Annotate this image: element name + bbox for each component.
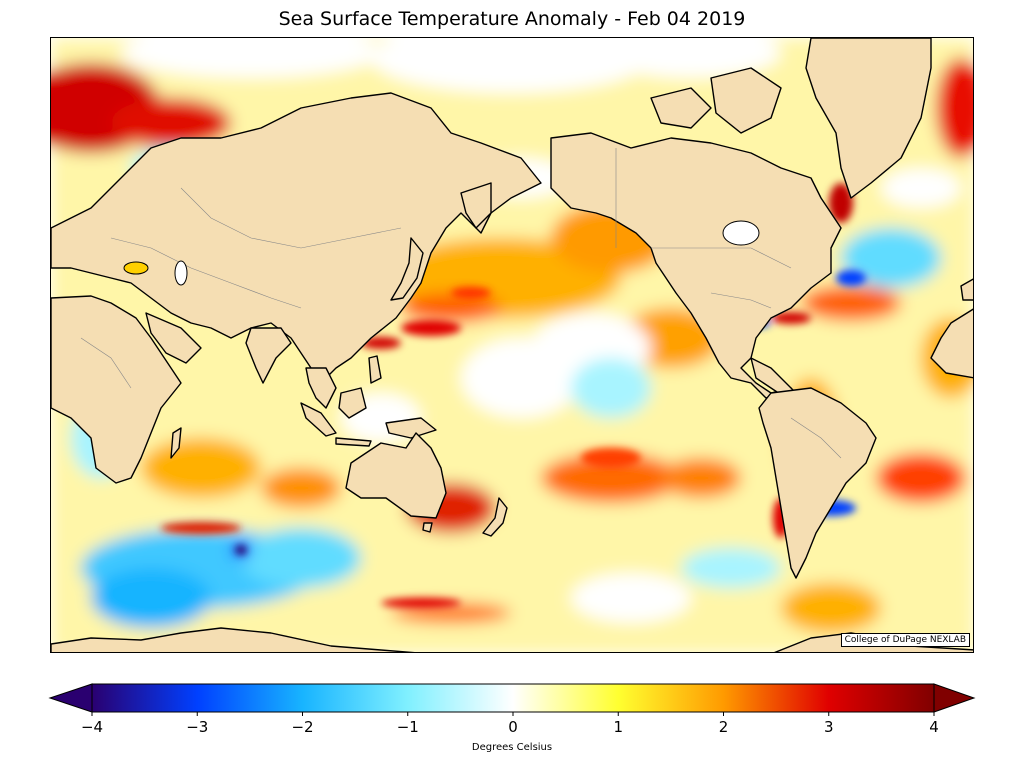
colorbar-tick-label: −2 (291, 718, 314, 736)
tasmania (422, 522, 433, 533)
north-america (550, 132, 842, 399)
credit-label: College of DuPage NEXLAB (840, 633, 970, 647)
west-africa-right (930, 308, 973, 379)
madagascar (170, 427, 182, 459)
colorbar-tick-label: 1 (613, 718, 624, 736)
map-canvas (51, 38, 973, 652)
svalbard-ish (650, 87, 712, 129)
arabia (145, 312, 202, 364)
sst-anomaly-map: College of DuPage NEXLAB (50, 37, 974, 653)
country-borders (80, 148, 842, 459)
new-guinea (385, 417, 437, 439)
colorbar-tick-label: 3 (823, 718, 834, 736)
inland-seas (123, 220, 760, 286)
land (51, 38, 973, 652)
iberia-right (960, 278, 973, 301)
colorbar-label: Degrees Celsius (471, 742, 553, 753)
africa (51, 295, 182, 484)
philippines (368, 355, 382, 384)
kamchatka (460, 182, 492, 229)
colorbar-right-extension (933, 683, 976, 713)
japan (390, 237, 424, 301)
colorbar-tick-label: 2 (718, 718, 729, 736)
colorbar (48, 683, 976, 716)
eurasia (51, 92, 542, 384)
java (335, 437, 372, 447)
colorbar-tick-label: −4 (80, 718, 104, 736)
map-title: Sea Surface Temperature Anomaly - Feb 04… (278, 8, 746, 30)
colorbar-tick-label: −3 (186, 718, 209, 736)
borneo (338, 387, 367, 419)
baffin (710, 67, 782, 134)
south-america (758, 387, 877, 579)
colorbar-tick-label: 0 (508, 718, 518, 736)
india (245, 327, 292, 384)
new-zealand (482, 497, 508, 537)
antarctica (51, 627, 415, 652)
sumatra (300, 402, 337, 437)
colorbar-left-extension (48, 683, 93, 713)
indochina (305, 367, 337, 409)
colorbar-tick-label: −1 (396, 718, 419, 736)
colorbar-gradient (91, 683, 935, 713)
greenland (805, 38, 932, 199)
colorbar-tick-label: 4 (929, 718, 939, 736)
australia (345, 432, 447, 519)
